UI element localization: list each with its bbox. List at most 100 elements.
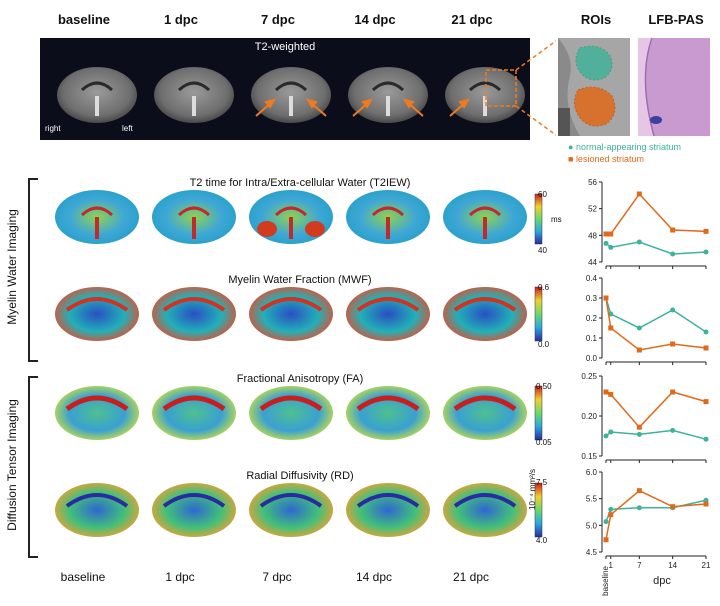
point-0-1 (670, 227, 676, 233)
lesion-arrows (255, 98, 471, 117)
cbar-mwf-max: 0.6 (538, 283, 550, 292)
cbar-rd-unit: 10⁻⁴ mm²/s (528, 469, 537, 510)
y-tick-label-3: 4.5 (586, 548, 598, 557)
y-tick-label-3: 5.0 (586, 521, 598, 530)
series-line-0-1 (606, 192, 707, 235)
x-tick-label-3: 1 (609, 561, 614, 570)
point-0-0 (670, 251, 676, 257)
y-tick-label-0: 52 (588, 205, 597, 214)
bottom-label-1dpc: 1 dpc (165, 570, 195, 584)
rd-maps (55, 482, 543, 538)
point-1-1 (670, 341, 676, 347)
label-left: left (122, 124, 133, 133)
col-header-14dpc: 14 dpc (354, 12, 396, 27)
point-2-1 (703, 399, 709, 405)
y-tick-label-1: 0.0 (586, 354, 598, 363)
x-axis-title: dpc (653, 575, 671, 587)
series-line-2-1 (605, 391, 707, 429)
bottom-label-7dpc: 7 dpc (262, 570, 292, 584)
cbar-fa-min: 0.05 (536, 438, 552, 447)
series-line-3-0 (605, 499, 707, 522)
t2-weighted-title: T2-weighted (254, 41, 316, 53)
series-line-0-0 (605, 241, 707, 255)
row-title-fa: Fractional Anisotropy (FA) (236, 373, 364, 385)
point-0-0 (603, 240, 609, 246)
cbar-fa-max: 0.50 (536, 382, 552, 391)
series-line-3-1 (605, 489, 707, 540)
dti-group-label: Diffusion Tensor Imaging (5, 399, 19, 531)
row-title-mwf: Myelin Water Fraction (MWF) (228, 274, 372, 286)
cbar-mwf-min: 0.0 (538, 340, 550, 349)
col-header-1dpc: 1 dpc (164, 12, 198, 27)
point-1-1 (603, 295, 609, 301)
point-2-1 (636, 424, 642, 430)
fa-maps (55, 385, 543, 441)
point-0-0 (703, 249, 709, 255)
point-2-0 (670, 427, 676, 433)
myelin-group-label: Myelin Water Imaging (5, 209, 19, 325)
y-tick-label-2: 0.25 (581, 372, 597, 381)
y-tick-label-0: 44 (588, 258, 597, 267)
y-tick-label-1: 0.2 (586, 314, 598, 323)
t2-brain-21dpc (445, 67, 525, 123)
col-header-7dpc: 7 dpc (261, 12, 295, 27)
t2-weighted-panel: T2-weighted right left (40, 38, 530, 140)
point-1-0 (670, 307, 676, 313)
point-2-1 (670, 389, 676, 395)
roi-image (558, 38, 630, 136)
point-3-0 (608, 506, 614, 512)
t2-brain-14dpc (348, 67, 428, 123)
colorbar-t2iew (534, 193, 543, 245)
parametric-maps (55, 190, 543, 538)
t2iew-maps (55, 190, 543, 245)
point-2-0 (608, 429, 614, 435)
label-right: right (45, 124, 61, 133)
row-title-rd: Radial Diffusivity (RD) (246, 470, 354, 482)
col-header-baseline: baseline (57, 12, 111, 27)
y-tick-label-0: 48 (588, 231, 597, 240)
point-2-1 (603, 389, 609, 395)
point-0-1 (603, 231, 609, 237)
colorbar-fa (534, 385, 543, 441)
row-title-t2iew: T2 time for Intra/Extra-cellular Water (… (189, 177, 411, 189)
point-3-0 (636, 505, 642, 511)
point-3-1 (603, 537, 609, 543)
cbar-rd-min: 4.0 (536, 536, 548, 545)
point-1-1 (608, 325, 614, 331)
point-3-1 (636, 488, 642, 494)
point-1-0 (608, 311, 614, 317)
myelin-bracket (28, 178, 38, 362)
legend-lesion: ■ lesioned striatum (568, 154, 644, 164)
x-tick-label-3: 14 (668, 561, 677, 570)
point-0-0 (636, 239, 642, 245)
t2-brains (57, 67, 525, 123)
line-charts: 56 52 48 44 0.4 0.3 0.2 0.1 0.0 0.25 0.20 0.15 6.0 5.… (581, 178, 711, 596)
y-tick-label-1: 0.1 (586, 334, 598, 343)
point-1-1 (636, 347, 642, 353)
cbar-t2iew-max: 60 (538, 190, 547, 199)
x-tick-label-3: 7 (637, 561, 642, 570)
point-3-1 (670, 504, 676, 510)
point-2-1 (608, 391, 614, 397)
legend-normal: ● normal-appearing striatum (568, 142, 681, 152)
bottom-label-14dpc: 14 dpc (355, 570, 393, 584)
lfb-header: LFB-PAS (648, 12, 704, 27)
point-0-1 (703, 228, 709, 234)
point-3-0 (603, 519, 609, 525)
point-0-1 (608, 231, 614, 237)
x-tick-label-3: 21 (702, 561, 711, 570)
y-tick-label-3: 5.5 (586, 495, 598, 504)
y-tick-label-2: 0.20 (581, 412, 597, 421)
zoom-connectors (516, 39, 556, 137)
cbar-rd-max: 7.5 (536, 478, 548, 487)
roi-box (485, 69, 517, 107)
point-2-0 (636, 431, 642, 437)
series-line-2-0 (605, 429, 707, 440)
point-3-1 (608, 512, 614, 518)
y-tick-label-1: 0.4 (586, 274, 598, 283)
t2-brain-baseline (57, 67, 137, 123)
point-1-0 (703, 329, 709, 335)
t2-brain-7dpc (251, 67, 331, 123)
point-1-0 (636, 325, 642, 331)
col-header-21dpc: 21 dpc (451, 12, 493, 27)
